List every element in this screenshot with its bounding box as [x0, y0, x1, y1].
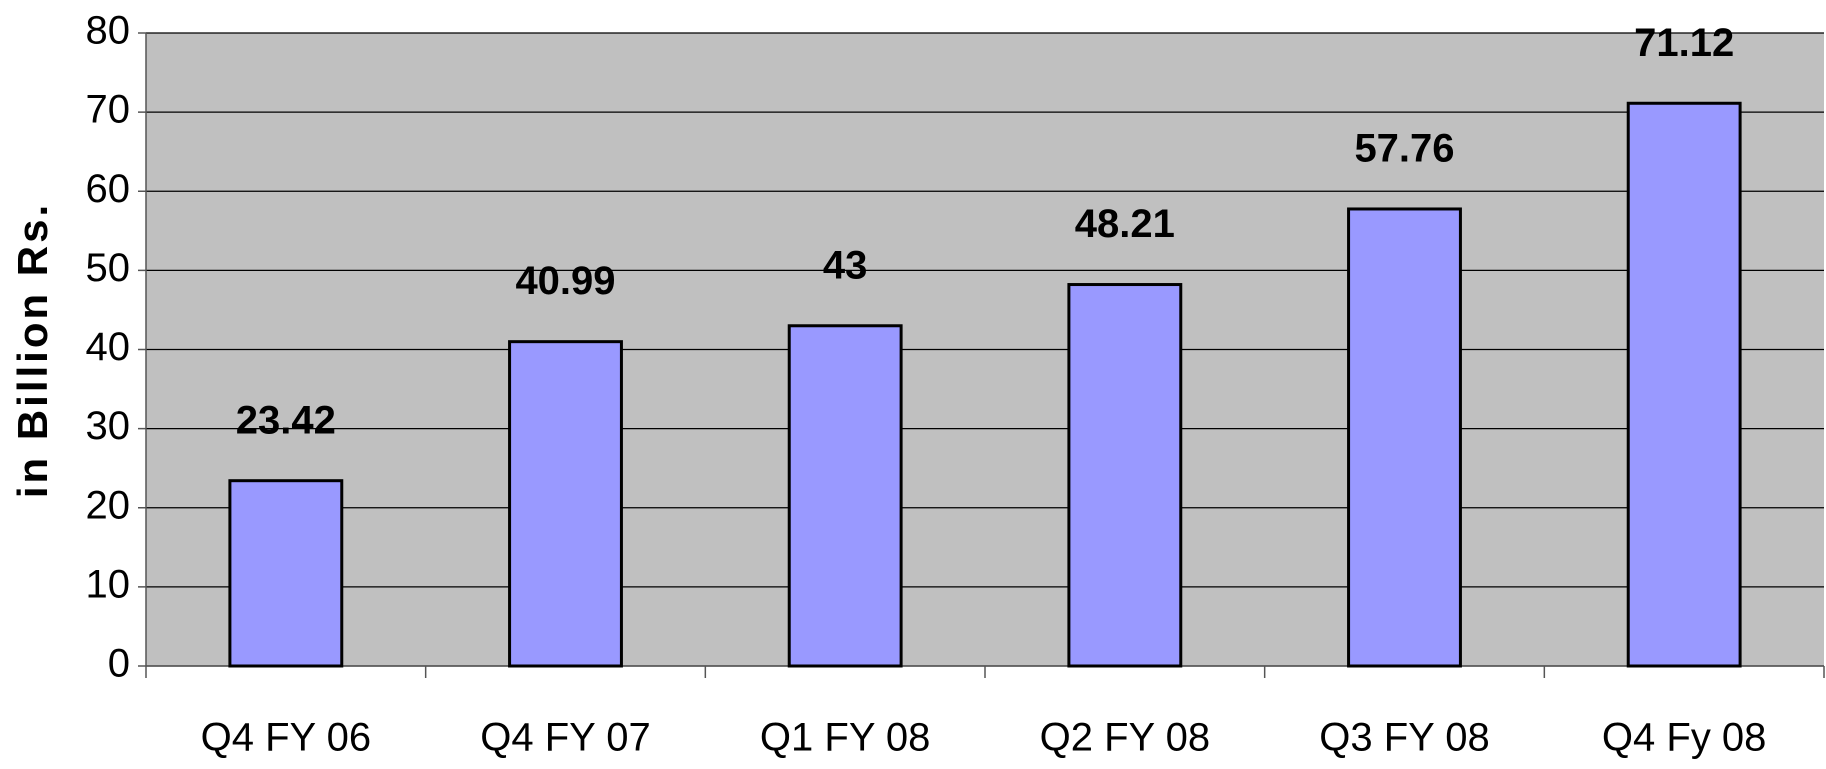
value-label: 48.21 [1075, 202, 1175, 246]
bar [1347, 207, 1462, 668]
y-tick-label: 0 [108, 642, 130, 686]
y-tick-label: 10 [86, 562, 131, 606]
bar [787, 324, 903, 668]
y-tick-label: 20 [86, 483, 131, 527]
x-tick-label: Q4 FY 07 [480, 716, 650, 760]
y-tick-label: 30 [86, 404, 131, 448]
value-label: 40.99 [515, 259, 615, 303]
y-tick-label: 80 [86, 9, 131, 53]
y-tick-label: 60 [86, 167, 131, 211]
x-tick-label: Q4 Fy 08 [1602, 716, 1767, 760]
y-tick-label: 70 [86, 88, 131, 132]
bar [228, 479, 344, 668]
bar [1626, 101, 1742, 668]
y-tick-label: 40 [86, 325, 131, 369]
x-tick-label: Q1 FY 08 [760, 716, 930, 760]
bar [1067, 283, 1183, 668]
value-label: 43 [823, 243, 868, 287]
y-tick-label: 50 [86, 246, 131, 290]
y-axis-title: in Billion Rs. [9, 202, 56, 498]
value-label: 23.42 [236, 398, 336, 442]
x-tick-label: Q3 FY 08 [1319, 716, 1489, 760]
bar [508, 340, 623, 668]
value-label: 71.12 [1634, 21, 1734, 65]
value-label: 57.76 [1354, 127, 1454, 171]
x-tick-label: Q4 FY 06 [201, 716, 371, 760]
x-tick-label: Q2 FY 08 [1040, 716, 1210, 760]
